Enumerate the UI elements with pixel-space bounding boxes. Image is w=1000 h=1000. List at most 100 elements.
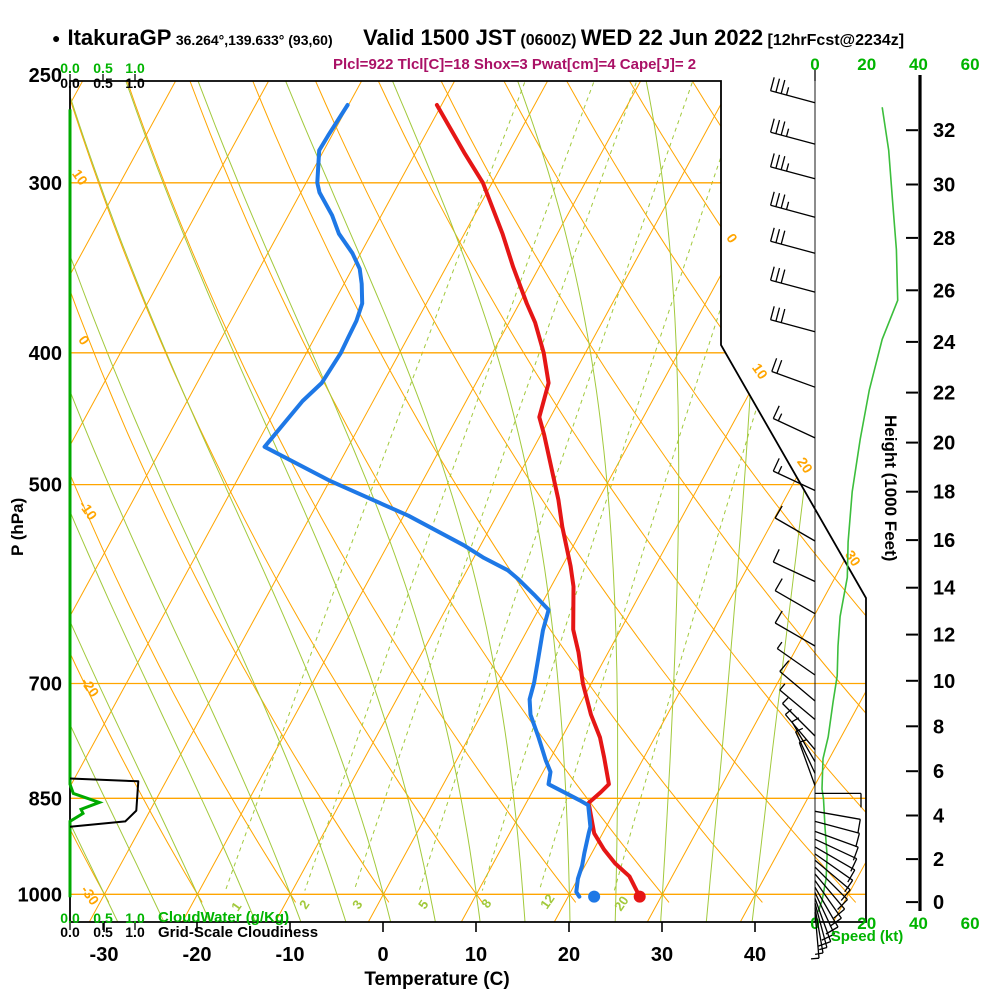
height-tick-label: 20: [933, 433, 955, 455]
plot-frame: [69, 80, 867, 923]
wind-barb: [814, 892, 835, 941]
wind-column: 0020204040606002468101214161820222426283…: [769, 55, 980, 960]
cloudiness-scale-top-05: 0.5: [93, 75, 113, 91]
temperature-tick-label: 40: [744, 944, 766, 966]
speed-tick-label: 60: [961, 55, 980, 74]
wind-barb: [814, 902, 828, 951]
height-tick-label: 18: [933, 482, 955, 504]
grid-point: (93,60): [288, 32, 333, 48]
height-tick-label: 0: [933, 892, 944, 914]
mixing-ratio-label: 12: [537, 891, 558, 911]
temperature-tick-label: 10: [465, 944, 487, 966]
temperature-curve: [434, 103, 642, 899]
cw-scale-bottom-0: 0.0: [60, 910, 80, 926]
wind-barb: [769, 153, 816, 180]
cloudiness-scale-bottom-05: 0.5: [93, 924, 113, 940]
wind-barb: [774, 505, 816, 542]
speed-tick-label: 60: [961, 914, 980, 933]
wind-barb: [769, 77, 816, 104]
isoline-label: -10: [76, 497, 101, 523]
wind-barb: [769, 191, 816, 218]
wind-barb: [814, 873, 846, 919]
chart-title: ● ItakuraGP 36.264°,139.633° (93,60) Vali…: [52, 25, 904, 51]
wind-barb: [772, 549, 816, 583]
station-marker-icon: ●: [52, 30, 61, 46]
height-tick-label: 16: [933, 530, 955, 552]
isoline-label: 20: [794, 454, 816, 476]
wind-barb: [814, 820, 861, 848]
height-tick-label: 24: [933, 332, 956, 354]
background-grid: [70, 81, 866, 922]
wind-barb: [772, 458, 816, 492]
temperature-tick-label: 20: [558, 944, 580, 966]
wind-barb: [814, 838, 858, 872]
wind-barb: [795, 727, 816, 774]
temperature-tick-label: -10: [276, 944, 305, 966]
height-tick-label: 8: [933, 716, 944, 738]
wind-barb: [769, 227, 816, 254]
wind-barb: [814, 846, 856, 883]
surface-temperature-dot: [633, 890, 646, 903]
cw-scale-bottom-05: 0.5: [93, 910, 113, 926]
surface-dewpoint-dot: [588, 890, 601, 903]
temperature-tick-label: 0: [377, 944, 388, 966]
cloud-water-trace: [68, 109, 104, 898]
wind-barb: [814, 859, 851, 901]
cloudiness-scale-bottom-0: 0.0: [60, 924, 80, 940]
cloudiness-outline: [69, 777, 140, 828]
sounding-parameters: Plcl=922 Tlcl[C]=18 Shox=3 Pwat[cm]=4 Ca…: [333, 56, 697, 73]
temperature-tick-label: -20: [183, 944, 212, 966]
wind-speed-profile: [817, 107, 899, 913]
height-tick-label: 26: [933, 280, 955, 302]
cloudiness-scale-bottom-1: 1.0: [125, 924, 145, 940]
cloud-water-axis-label: CloudWater (g/Kg): [158, 909, 290, 926]
pressure-tick-label: 300: [29, 173, 62, 195]
speed-tick-label: 40: [909, 55, 928, 74]
wind-barb: [784, 708, 816, 751]
mixing-ratio-label: 20: [611, 893, 632, 913]
wind-barb: [774, 578, 816, 615]
wind-barb: [779, 683, 816, 720]
pressure-gridlines: [70, 182, 866, 895]
mixing-ratio-label: 2: [296, 897, 312, 912]
height-axis-label: Height (1000 Feet): [881, 415, 900, 562]
speed-axis-label: Speed (kt): [830, 928, 904, 945]
height-tick-label: 2: [933, 849, 944, 871]
wind-barb: [772, 405, 816, 439]
wind-barb: [774, 610, 816, 647]
speed-tick-label: 0: [810, 55, 819, 74]
valid-time-utc: (0600Z): [520, 32, 577, 49]
speed-tick-label: 40: [909, 914, 928, 933]
pressure-tick-label: 850: [29, 788, 62, 810]
wind-barb: [814, 853, 854, 893]
height-tick-label: 28: [933, 228, 955, 250]
temperature-tick-label: 30: [651, 944, 673, 966]
wind-barb: [810, 912, 820, 960]
wind-barb: [782, 697, 816, 737]
height-tick-label: 6: [933, 761, 944, 783]
wind-barb: [814, 810, 861, 834]
height-tick-label: 32: [933, 120, 955, 142]
height-tick-label: 14: [933, 578, 956, 600]
speed-tick-label: 20: [857, 55, 876, 74]
dewpoint-curve: [262, 103, 593, 899]
wind-barb: [769, 118, 816, 145]
mixing-ratio-label: 5: [415, 897, 431, 912]
isoline-label: 10: [69, 166, 91, 188]
wind-barb: [814, 898, 832, 948]
cw-scale-top-05: 0.5: [93, 60, 113, 76]
height-tick-label: 12: [933, 625, 955, 647]
isoline-label: 0: [723, 230, 741, 246]
temperature-tick-label: -30: [90, 944, 119, 966]
pressure-tick-label: 1000: [18, 884, 63, 906]
mixing-ratio-label: 3: [349, 897, 365, 912]
pressure-tick-label: 250: [29, 65, 62, 87]
cw-scale-top-0: 0.0: [60, 60, 80, 76]
valid-time: Valid 1500 JST: [363, 25, 516, 50]
wind-barb: [769, 306, 816, 333]
wind-barb: [814, 866, 848, 910]
wind-barb: [771, 358, 816, 388]
wind-barb: [798, 738, 816, 786]
